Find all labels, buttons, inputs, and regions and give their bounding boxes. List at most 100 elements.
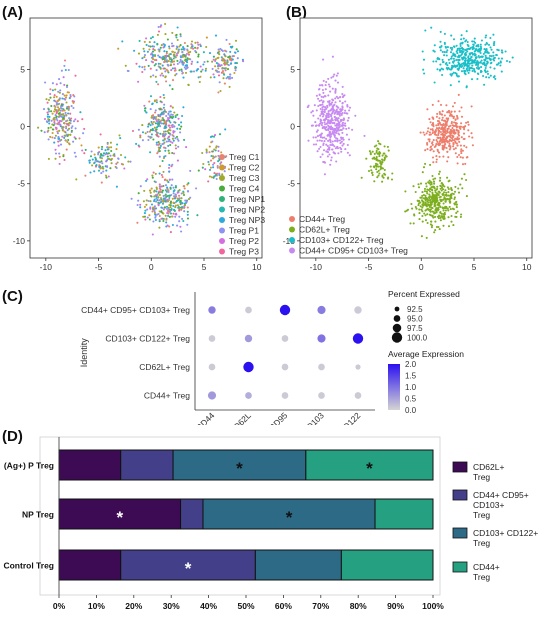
data-point [55,110,58,113]
data-point [441,119,444,122]
data-point [110,149,113,153]
data-point [422,200,425,203]
data-point [441,183,445,186]
data-point [182,191,185,194]
data-point [183,138,186,141]
data-point [223,73,226,76]
data-point [435,200,438,204]
data-point [174,185,177,188]
data-point [490,48,493,51]
data-point [486,70,489,73]
data-point [159,108,162,111]
data-point [45,120,48,123]
y-tick-label: -5 [17,179,25,189]
data-point [493,40,496,44]
y-tick-label: 0 [290,122,295,132]
data-point [45,98,48,101]
data-point [484,59,487,62]
data-point [423,212,426,215]
data-point [47,108,50,111]
data-point [462,47,465,51]
data-point [172,204,175,208]
data-point [167,71,170,74]
data-point [74,74,77,77]
data-point [480,59,483,62]
data-point [162,170,165,173]
data-point [154,181,157,184]
data-point [171,151,174,155]
data-point [225,38,228,41]
data-point [154,75,157,78]
data-point [155,190,158,193]
data-point [51,136,54,139]
data-point [173,51,176,54]
data-point [174,215,177,218]
data-point [174,144,177,147]
data-point [448,148,451,151]
data-point [165,140,168,143]
data-point [228,55,231,58]
data-point [414,190,417,194]
data-point [196,61,199,64]
data-point [473,70,477,73]
data-point [57,99,60,102]
data-point [450,48,453,51]
data-point [317,88,321,91]
legend-swatch [452,561,468,573]
data-point [48,122,51,125]
data-point [429,208,432,211]
data-point [153,205,156,208]
data-point [328,113,331,116]
data-point [50,119,53,122]
data-point [335,124,338,127]
data-point [158,165,162,168]
data-point [325,143,328,146]
data-point [331,131,334,134]
data-point [452,115,455,118]
data-point [159,132,162,135]
data-point [333,122,336,125]
data-point [168,47,171,50]
data-point [157,143,160,146]
data-point [341,96,344,99]
data-point [202,63,205,66]
data-point [107,152,110,155]
data-point [318,139,321,142]
color-legend-label: 1.5 [405,372,417,381]
marker-label: CD44 [194,410,217,425]
data-point [445,191,448,194]
data-point [449,68,453,71]
data-point [61,135,64,138]
data-point [478,56,481,59]
data-point [116,143,119,146]
data-point [423,190,427,193]
data-point [331,105,334,108]
data-point [446,186,449,189]
data-point [456,64,459,67]
data-point [177,117,180,120]
data-point [175,45,178,48]
data-point [452,45,456,48]
data-point [203,60,206,64]
data-point [437,120,440,123]
data-point [470,132,473,135]
data-point [483,83,486,86]
data-point [478,50,481,53]
data-point [478,47,481,51]
data-point [433,201,436,204]
data-point [160,217,163,220]
data-point [162,194,165,197]
data-point [429,146,432,149]
data-point [155,99,158,102]
size-legend-label: 100.0 [407,334,428,343]
data-point [168,194,171,197]
data-point [167,64,170,67]
data-point [417,183,420,186]
data-point [150,203,154,206]
data-point [422,58,426,61]
data-point [234,62,237,65]
data-point [141,124,144,127]
data-point [457,129,460,132]
data-point [437,151,441,154]
